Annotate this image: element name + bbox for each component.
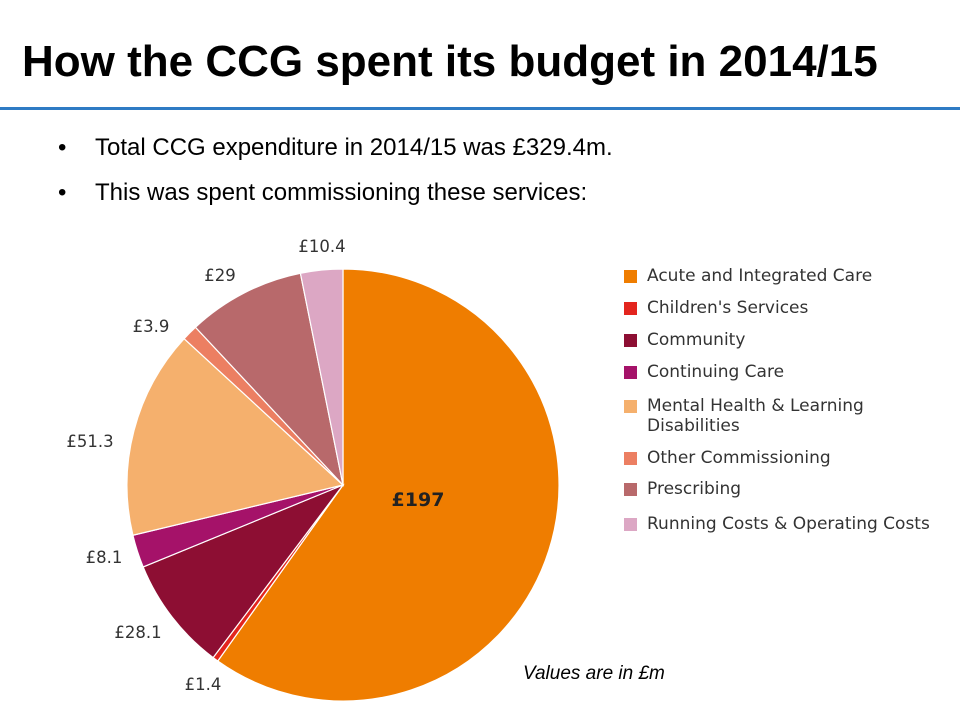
pie-slice-mental-health-learning-disabilities bbox=[126, 337, 345, 536]
bullet-text: Total CCG expenditure in 2014/15 was £32… bbox=[95, 134, 613, 161]
legend-swatch bbox=[624, 452, 637, 465]
legend-item: Other Commissioning bbox=[621, 448, 831, 468]
legend-label: Community bbox=[647, 330, 746, 350]
legend-item: Children's Services bbox=[621, 298, 808, 318]
legend-label: Prescribing bbox=[647, 479, 742, 499]
legend-swatch bbox=[624, 366, 637, 379]
legend-swatch bbox=[624, 400, 637, 413]
legend-label: Children's Services bbox=[647, 298, 809, 318]
legend-item: Prescribing bbox=[621, 479, 741, 499]
bullet-item: • This was spent commissioning these ser… bbox=[58, 181, 613, 205]
bullet-icon: • bbox=[58, 134, 67, 161]
bullet-text: This was spent commissioning these servi… bbox=[95, 179, 588, 206]
data-label: £197 bbox=[392, 489, 445, 511]
pie-slice-acute-and-integrated-care bbox=[216, 268, 560, 702]
legend-swatch bbox=[624, 270, 637, 283]
data-label: £10.4 bbox=[298, 237, 345, 256]
data-label: £29 bbox=[204, 266, 236, 285]
legend-item: Mental Health & Learning Disabilities bbox=[621, 396, 897, 436]
legend-label: Mental Health & Learning Disabilities bbox=[647, 396, 864, 436]
legend-swatch bbox=[624, 302, 637, 315]
legend-label: Running Costs & Operating Costs bbox=[647, 514, 930, 534]
data-label: £1.4 bbox=[185, 675, 222, 694]
legend-item: Running Costs & Operating Costs bbox=[621, 514, 930, 534]
bullet-item: • Total CCG expenditure in 2014/15 was £… bbox=[58, 136, 613, 160]
legend-label: Acute and Integrated Care bbox=[647, 266, 873, 286]
data-label: £28.1 bbox=[114, 623, 161, 642]
pie-slice-running-costs-operating-costs bbox=[299, 268, 344, 486]
legend-item: Acute and Integrated Care bbox=[621, 266, 872, 286]
pie-slice-prescribing bbox=[194, 272, 345, 487]
bullet-list: • Total CCG expenditure in 2014/15 was £… bbox=[58, 136, 613, 226]
bullet-icon: • bbox=[58, 179, 67, 206]
legend-swatch bbox=[624, 518, 637, 531]
legend-swatch bbox=[624, 483, 637, 496]
pie-slice-community bbox=[142, 483, 345, 659]
legend-swatch bbox=[624, 334, 637, 347]
title-divider bbox=[0, 107, 960, 110]
pie-chart: £197 £1.4 £28.1 £8.1 £51.3 £3.9 £29 £10.4 bbox=[66, 237, 560, 702]
legend-label: Other Commissioning bbox=[647, 448, 831, 468]
data-label: £3.9 bbox=[133, 317, 170, 336]
legend-item: Continuing Care bbox=[621, 362, 784, 382]
units-note: Values are in £m bbox=[523, 663, 665, 684]
page-title: How the CCG spent its budget in 2014/15 bbox=[22, 37, 878, 86]
data-label: £51.3 bbox=[66, 432, 113, 451]
legend-item: Community bbox=[621, 330, 745, 350]
legend-label: Continuing Care bbox=[647, 362, 785, 382]
data-label: £8.1 bbox=[86, 548, 123, 567]
